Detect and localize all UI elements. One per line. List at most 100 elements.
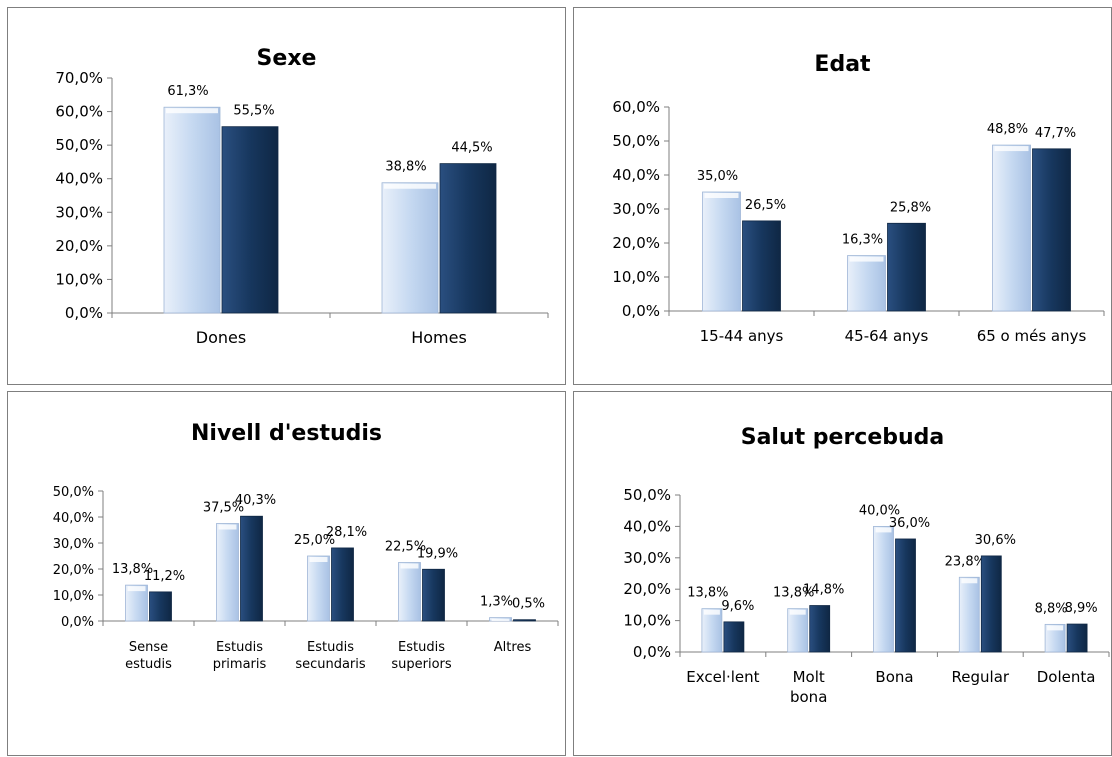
y-tick-label: 20,0%: [55, 237, 103, 255]
y-tick-label: 30,0%: [55, 203, 103, 221]
bar-series-1: [992, 144, 1031, 312]
bar-highlight: [849, 256, 884, 262]
x-category-label: superiors: [391, 657, 452, 672]
bar-highlight: [218, 524, 237, 530]
data-label: 40,3%: [235, 493, 276, 508]
y-tick-label: 10,0%: [53, 589, 94, 604]
x-category-label: Dolenta: [1037, 668, 1096, 686]
data-label: 14,8%: [803, 583, 844, 598]
y-tick-label: 10,0%: [55, 270, 103, 288]
y-tick-label: 10,0%: [623, 612, 671, 630]
bar-series-2: [240, 515, 263, 622]
chart-title: Nivell d'estudis: [190, 421, 383, 446]
x-category-label: Excel·lent: [686, 668, 759, 686]
data-label: 40,0%: [859, 503, 900, 518]
bar-highlight: [166, 108, 218, 114]
y-tick-label: 50,0%: [623, 486, 671, 504]
bar-series-2: [809, 605, 831, 653]
bar-series-1: [398, 562, 421, 622]
data-label: 16,3%: [842, 233, 883, 248]
y-tick-label: 20,0%: [623, 580, 671, 598]
x-category-label: bona: [790, 688, 827, 706]
data-label: 35,0%: [697, 169, 738, 184]
x-category-label: Estudis: [398, 640, 445, 655]
bar-series-1: [307, 555, 330, 622]
y-tick-label: 40,0%: [612, 166, 660, 184]
x-category-label: estudis: [125, 657, 172, 672]
chart-panel-edat: Edat 0,0% 10,0% 20,0% 30,0% 40,0% 50,0% 60,0% 1…: [573, 7, 1112, 385]
x-category-label: Sense: [129, 640, 168, 655]
data-label: 19,9%: [417, 546, 458, 561]
data-label: 26,5%: [745, 198, 786, 213]
bar-highlight: [961, 578, 978, 584]
data-label: 8,8%: [1035, 601, 1068, 616]
x-category-label: Homes: [411, 328, 467, 347]
bar-series-1: [701, 608, 723, 653]
bar-series-2: [1032, 148, 1071, 312]
bar-series-2: [742, 220, 781, 312]
bar-highlight: [789, 609, 806, 615]
x-category-label: primaris: [213, 657, 267, 672]
bar-series-2: [221, 126, 279, 314]
bar-series-1: [702, 191, 741, 312]
bar-series-1: [1044, 623, 1066, 653]
y-tick-label: 20,0%: [53, 563, 94, 578]
bar-series-2: [980, 555, 1002, 653]
x-category-label: 65 o més anys: [977, 327, 1087, 345]
bar-series-1: [787, 608, 809, 653]
bar-highlight: [1047, 625, 1064, 631]
y-tick-label: 70,0%: [55, 69, 103, 87]
bar-series-2: [422, 568, 445, 622]
data-label: 13,8%: [687, 586, 728, 601]
y-tick-label: 10,0%: [612, 268, 660, 286]
chart-panel-nivell-estudis: Nivell d'estudis 0,0% 10,0% 20,0% 30,0% 40,0…: [7, 391, 566, 756]
data-label: 37,5%: [203, 501, 244, 516]
bar-highlight: [127, 586, 146, 592]
bar-series-2: [895, 538, 916, 653]
data-label: 13,8%: [773, 586, 814, 601]
bar-highlight: [309, 557, 328, 562]
y-tick-label: 30,0%: [612, 200, 660, 218]
bar-series-2: [513, 619, 536, 622]
bar-series-1: [873, 525, 894, 653]
bar-highlight: [400, 563, 419, 569]
chart-svg: 0,0% 10,0% 20,0% 30,0% 40,0% 50,0% 60,0% 15-44 …: [612, 98, 1105, 345]
data-label: 44,5%: [451, 141, 492, 156]
y-tick-label: 50,0%: [53, 485, 94, 500]
data-label: 11,2%: [144, 569, 185, 584]
y-tick-label: 0,0%: [61, 615, 94, 630]
data-label: 25,8%: [890, 200, 931, 215]
bar-series-1: [381, 182, 439, 314]
data-label: 23,8%: [945, 554, 986, 569]
x-category-label: Altres: [494, 640, 532, 655]
bar-series-2: [1066, 623, 1088, 653]
x-category-label: Estudis: [216, 640, 263, 655]
data-label: 30,6%: [975, 533, 1016, 548]
data-label: 25,0%: [294, 533, 335, 548]
bar-series-1: [958, 576, 980, 653]
y-tick-label: 30,0%: [53, 537, 94, 552]
data-label: 9,6%: [721, 599, 754, 614]
bar-series-1: [216, 523, 239, 622]
data-label: 47,7%: [1035, 126, 1076, 141]
y-tick-label: 60,0%: [612, 98, 660, 116]
y-tick-label: 30,0%: [623, 549, 671, 567]
chart-panel-sexe: Sexe 0,0% 10,0% 20,0% 30,0% 40,0% 50,0% 60,0% 7…: [7, 7, 566, 385]
y-tick-label: 50,0%: [55, 136, 103, 154]
bar-highlight: [704, 193, 739, 198]
bar-highlight: [703, 609, 720, 615]
x-category-label: 45-64 anys: [845, 327, 929, 345]
data-label: 13,8%: [112, 562, 153, 577]
bar-series-1: [163, 106, 221, 314]
bar-series-1: [847, 255, 886, 312]
x-category-label: Regular: [952, 668, 1010, 686]
chart-title: Sexe: [256, 46, 317, 71]
data-label: 28,1%: [326, 525, 367, 540]
y-tick-label: 20,0%: [612, 234, 660, 252]
data-label: 1,3%: [480, 595, 513, 610]
y-tick-label: 0,0%: [65, 304, 103, 322]
x-category-label: Dones: [196, 328, 246, 347]
x-category-label: Molt: [793, 668, 825, 686]
chart-svg: 0,0% 10,0% 20,0% 30,0% 40,0% 50,0% Sense estudi…: [53, 485, 559, 672]
bar-series-2: [887, 222, 926, 312]
